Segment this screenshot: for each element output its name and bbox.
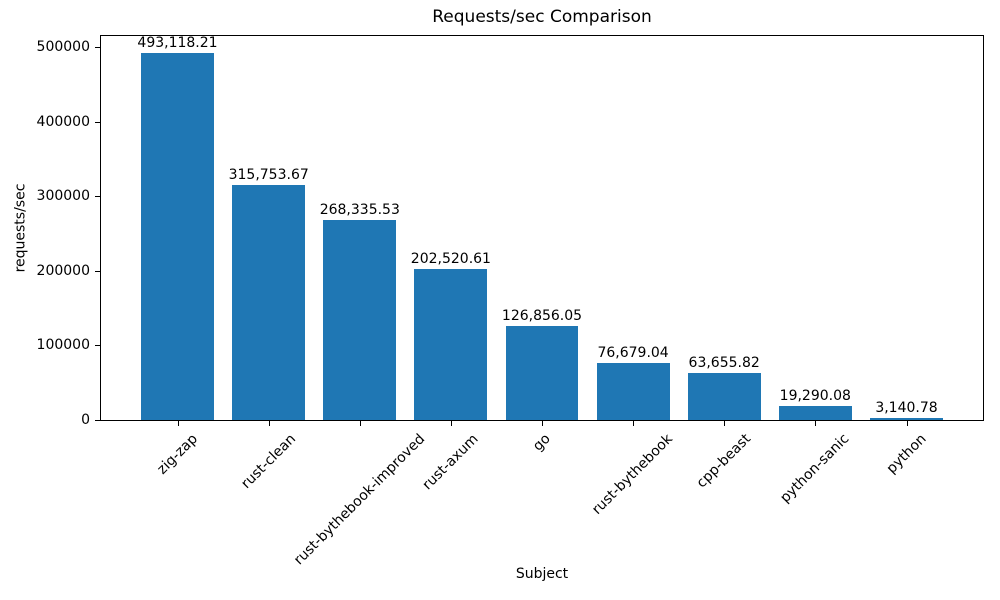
x-tick-mark (268, 421, 270, 426)
x-tick-mark (633, 421, 635, 426)
x-tick-mark (359, 421, 361, 426)
y-tick-label: 100000 (36, 337, 90, 354)
y-tick-label: 0 (81, 411, 90, 428)
x-tick-label: rust-bythebook (589, 431, 677, 518)
bar-value-label: 126,856.05 (501, 307, 583, 324)
bar-zig-zap (141, 53, 214, 420)
y-tick-mark (95, 270, 100, 272)
bar-rust-bythebook (596, 362, 670, 420)
x-tick-label: cpp-beast (693, 430, 755, 492)
x-tick-label: go (530, 430, 554, 455)
x-tick-label: rust-clean (237, 430, 299, 492)
bar-value-label: 19,290.08 (779, 387, 851, 404)
bar-value-label: 493,118.21 (137, 35, 218, 51)
y-tick-mark (95, 121, 100, 123)
y-tick-label: 500000 (36, 39, 90, 56)
x-tick-mark (450, 421, 452, 426)
bar-value-label: 76,679.04 (597, 344, 669, 361)
bar-value-label: 3,140.78 (875, 399, 938, 416)
y-tick-mark (95, 345, 100, 347)
bar-python (870, 417, 943, 420)
x-tick-label: python-sanic (777, 430, 853, 507)
plot-area: 493,118.21 315,753.67 268,335.53 202,520.61… (100, 35, 984, 421)
x-tick-mark (177, 421, 179, 426)
y-tick-label: 400000 (36, 113, 90, 130)
chart-title: Requests/sec Comparison (432, 7, 652, 27)
x-tick-mark (724, 421, 726, 426)
y-tick-label: 200000 (36, 262, 90, 279)
bar-rust-clean (232, 185, 306, 420)
y-tick-mark (95, 196, 100, 198)
x-axis-label: Subject (515, 566, 569, 582)
bar-python-sanic (778, 405, 852, 420)
bar-value-label: 268,335.53 (319, 202, 400, 219)
x-tick-mark (542, 421, 543, 426)
x-tick-label: rust-bythebook-improved (290, 431, 429, 569)
y-tick-mark (95, 47, 100, 49)
bar-value-label: 63,655.82 (688, 354, 760, 371)
bar-go (505, 325, 579, 420)
bar-value-label: 315,753.67 (228, 167, 309, 183)
bar-value-label: 202,520.61 (410, 251, 491, 268)
y-tick-label: 300000 (36, 188, 90, 205)
bar-rust-bythebook-improved (323, 220, 397, 420)
x-tick-label: rust-axum (419, 431, 482, 494)
bar-cpp-beast (687, 372, 761, 420)
x-tick-label: python (883, 430, 930, 477)
bar-rust-axum (414, 269, 488, 420)
x-tick-label: zig-zap (153, 431, 201, 478)
x-tick-mark (906, 421, 908, 426)
y-tick-mark (95, 419, 100, 421)
x-tick-mark (815, 421, 817, 426)
